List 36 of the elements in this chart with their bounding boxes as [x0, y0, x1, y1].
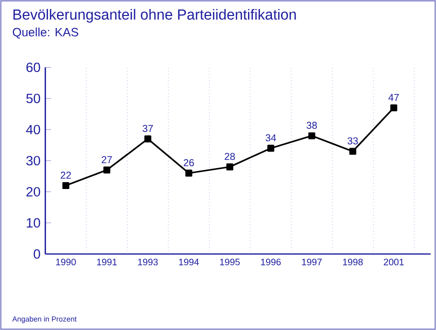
- x-tick-label: 1991: [97, 258, 117, 266]
- data-label: 33: [348, 137, 358, 144]
- x-tick-label: 1990: [56, 258, 76, 266]
- x-tick-label: 1998: [343, 258, 363, 266]
- x-tick-label: 1994: [179, 258, 199, 266]
- x-tick-label: 2001: [384, 258, 404, 266]
- point: [103, 166, 110, 174]
- point: [390, 104, 398, 112]
- y-tick-label: 50: [26, 94, 40, 104]
- point: [226, 163, 234, 170]
- y-tick-label: 60: [26, 62, 40, 72]
- point: [267, 144, 274, 152]
- data-label: 22: [60, 172, 71, 179]
- x-tick-label: 1995: [220, 258, 240, 266]
- point: [144, 135, 152, 142]
- point: [349, 148, 356, 155]
- chart-subtitle: Quelle: KAS: [12, 28, 78, 39]
- x-tick-label: 1997: [302, 258, 322, 266]
- data-label: 26: [184, 159, 194, 166]
- y-tick-label: 20: [26, 187, 40, 196]
- point: [62, 182, 70, 190]
- y-tick-label: 10: [26, 218, 40, 228]
- chart-title: Bevölkerungsanteil ohne Parteiidentifikation: [13, 8, 296, 23]
- x-tick-label: 1996: [261, 258, 281, 266]
- data-label: 47: [388, 94, 399, 101]
- point: [308, 132, 316, 140]
- data-label: 38: [306, 122, 317, 129]
- point: [185, 170, 192, 177]
- data-label: 37: [142, 124, 153, 132]
- y-tick-label: 30: [26, 156, 40, 166]
- data-label: 28: [224, 152, 235, 160]
- x-tick-label: 1993: [138, 258, 158, 266]
- data-label: 27: [102, 156, 112, 164]
- y-tick-label: 0: [34, 249, 40, 259]
- data-label: 34: [266, 134, 276, 142]
- y-tick-label: 40: [26, 124, 40, 134]
